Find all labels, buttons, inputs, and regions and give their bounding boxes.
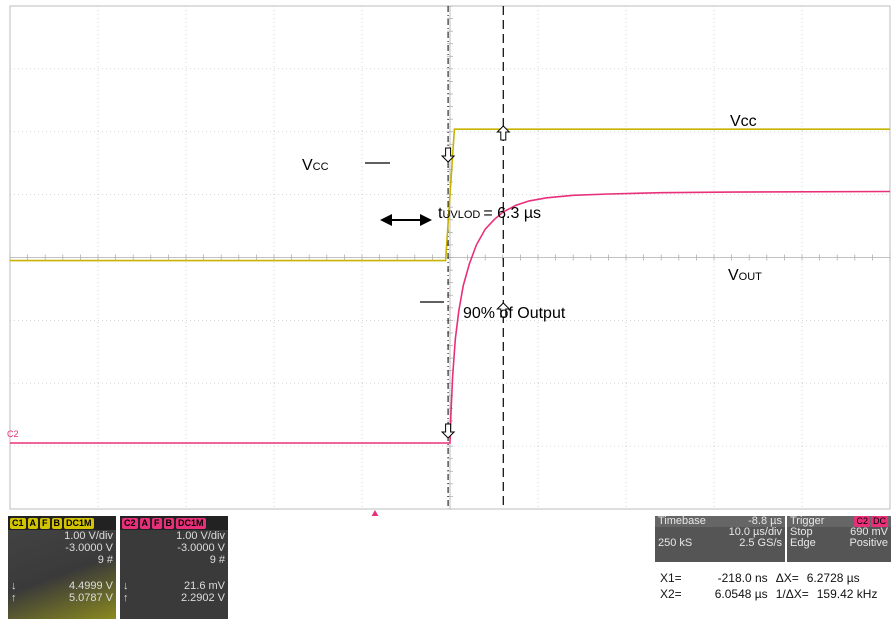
channel-c1-max-row: ↑ 5.0787 V — [11, 592, 113, 604]
channel-c1-min-row: ↓ 4.4999 V — [11, 580, 113, 592]
channel-c1-scale: 1.00 V/div — [64, 530, 113, 542]
channel-c2-max: 2.2902 V — [180, 592, 225, 604]
channel-c2-tag-a: A — [139, 517, 151, 529]
channel-c1-min: 4.4999 V — [68, 580, 113, 592]
cursor-inv-dx-value: 159.42 kHz — [816, 587, 878, 601]
traces — [10, 128, 891, 444]
channel-c2-offset: -3.0000 V — [177, 542, 225, 554]
cursor-dx-value: 6.2728 µs — [806, 571, 860, 585]
trigger-mode: Stop — [790, 526, 813, 538]
uvlod-label: tUVLOD = 6.3 µs — [438, 205, 541, 222]
trigger-type: Edge — [790, 537, 816, 549]
uvlod-double-arrow — [380, 214, 432, 226]
cursor-x1-value: -218.0 ns — [717, 571, 768, 585]
vcc-left-label: VCC — [302, 157, 329, 174]
channel-c2-count: 9 # — [209, 554, 225, 566]
channel-c1-panel[interactable]: C1 A F B DC1M 1.00 V/div -3.0000 V 9 # ↓… — [8, 516, 116, 619]
cursor-inv-dx-label: 1/ΔX= — [775, 587, 809, 601]
channel-c2-tag-f: F — [152, 517, 162, 529]
channel-c1-id: C1 — [10, 517, 26, 529]
cursor-x1-label: X1= — [660, 571, 682, 585]
cursor-arrow-vout-90 — [496, 302, 511, 318]
c2-ground-marker: C2 — [7, 429, 19, 439]
timebase-samples: 250 kS — [658, 537, 693, 549]
cursor-arrow-vcc-level — [496, 125, 511, 141]
channel-c2-min: 21.6 mV — [184, 580, 225, 592]
timebase-panel[interactable]: Timebase -8.8 µs 10.0 µs/div 250 kS 2.5 GS… — [655, 516, 785, 562]
trigger-point-marker — [371, 510, 379, 516]
cursor-x2-label: X2= — [660, 587, 682, 601]
trace-vout — [10, 190, 891, 444]
timebase-label: Timebase — [658, 515, 706, 527]
cursor-arrow-vout-start — [440, 423, 456, 439]
vcc-right-label: Vcc — [730, 113, 757, 130]
channel-c1-offset: -3.0000 V — [65, 542, 113, 554]
markers — [440, 125, 511, 439]
trigger-slope: Positive — [849, 537, 888, 549]
channel-c2-tag-dc: DC1M — [176, 517, 206, 529]
channel-c1-tag-f: F — [40, 517, 50, 529]
trigger-coupling: DC — [871, 516, 888, 527]
channel-c1-count: 9 # — [97, 554, 113, 566]
channel-c2-panel[interactable]: C2 A F B DC1M 1.00 V/div -3.0000 V 9 # ↓… — [120, 516, 228, 619]
output-90-label: 90% of Output — [463, 305, 566, 322]
cursor-readout: X1= -218.0 ns ΔX= 6.2728 µs X2= 6.0548 µs 1/Δ… — [660, 570, 891, 602]
trigger-level: 690 mV — [850, 526, 888, 538]
channel-c2-tag-b: B — [163, 517, 175, 529]
channel-c1-tag-b: B — [51, 517, 63, 529]
cursor-arrow-vcc-threshold — [440, 147, 456, 163]
channel-c1-tag-dc: DC1M — [64, 517, 94, 529]
channel-c2-min-row: ↓ 21.6 mV — [123, 580, 225, 592]
trace-vcc — [10, 128, 890, 262]
channel-c1-max: 5.0787 V — [68, 592, 113, 604]
trigger-panel[interactable]: Trigger C2 DC Stop 690 mV Edge Positive — [787, 516, 891, 562]
scope-chart: VCC Vcc VOUT tUVLOD = 6.3 µs 90% of Outpu… — [7, 5, 891, 516]
channel-c2-scale: 1.00 V/div — [176, 530, 225, 542]
channel-c2-id: C2 — [122, 517, 138, 529]
cursor-x2-value: 6.0548 µs — [714, 587, 768, 601]
trigger-source: C2 — [854, 516, 870, 527]
channel-c1-tag-a: A — [27, 517, 39, 529]
trigger-label: Trigger — [790, 515, 825, 527]
timebase-per-div: 10.0 µs/div — [728, 526, 782, 538]
cursor-dx-label: ΔX= — [775, 571, 799, 585]
channel-c2-max-row: ↑ 2.2902 V — [123, 592, 225, 604]
timebase-delay: -8.8 µs — [748, 515, 782, 527]
vout-label: VOUT — [728, 267, 762, 284]
timebase-rate: 2.5 GS/s — [739, 537, 782, 549]
